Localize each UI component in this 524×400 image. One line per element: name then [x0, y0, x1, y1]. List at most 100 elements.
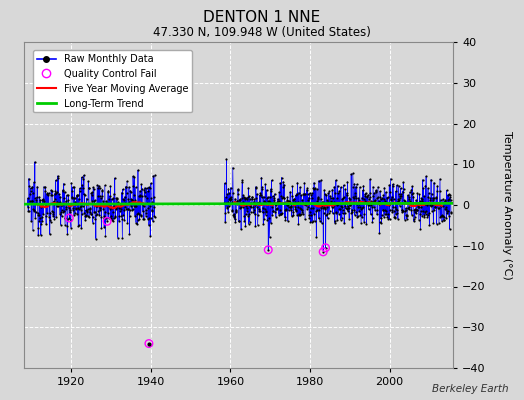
- Point: [116, 202, 125, 209]
- Point: [312, 233, 321, 240]
- Point: [331, 190, 340, 196]
- Point: [68, 194, 77, 200]
- Point: [221, 219, 230, 225]
- Point: [86, 210, 95, 217]
- Point: [223, 204, 231, 210]
- Point: [397, 190, 405, 197]
- Point: [337, 204, 346, 210]
- Point: [422, 199, 431, 206]
- Point: [295, 210, 303, 217]
- Point: [424, 212, 433, 218]
- Point: [376, 215, 385, 222]
- Point: [317, 205, 325, 211]
- Point: [392, 211, 400, 217]
- Point: [315, 206, 323, 213]
- Point: [82, 213, 90, 219]
- Point: [443, 210, 452, 216]
- Point: [102, 198, 111, 204]
- Point: [84, 213, 92, 220]
- Point: [438, 213, 446, 219]
- Point: [85, 184, 93, 191]
- Point: [224, 208, 232, 215]
- Point: [72, 201, 81, 208]
- Point: [295, 212, 303, 218]
- Point: [298, 206, 306, 213]
- Point: [366, 211, 375, 218]
- Point: [356, 184, 364, 190]
- Point: [327, 198, 335, 205]
- Point: [69, 205, 78, 211]
- Point: [148, 207, 156, 214]
- Point: [150, 214, 159, 220]
- Point: [250, 206, 258, 213]
- Point: [363, 193, 372, 200]
- Text: DENTON 1 NNE: DENTON 1 NNE: [203, 10, 321, 25]
- Point: [280, 195, 288, 201]
- Point: [285, 198, 293, 204]
- Point: [292, 190, 301, 197]
- Point: [232, 206, 241, 213]
- Point: [445, 212, 453, 219]
- Point: [344, 208, 352, 214]
- Point: [418, 196, 426, 203]
- Point: [270, 191, 279, 197]
- Point: [321, 204, 330, 211]
- Point: [73, 193, 81, 199]
- Point: [253, 191, 261, 197]
- Point: [247, 196, 256, 202]
- Point: [281, 200, 289, 206]
- Point: [265, 234, 274, 241]
- Point: [114, 199, 122, 205]
- Point: [411, 206, 419, 213]
- Point: [227, 198, 236, 205]
- Point: [253, 204, 261, 210]
- Point: [386, 189, 395, 196]
- Point: [143, 185, 151, 191]
- Point: [391, 204, 399, 211]
- Point: [85, 209, 94, 216]
- Point: [354, 195, 363, 201]
- Point: [67, 180, 75, 186]
- Point: [265, 215, 274, 221]
- Point: [418, 198, 427, 204]
- Point: [92, 203, 101, 209]
- Point: [66, 206, 74, 213]
- Point: [263, 187, 271, 193]
- Point: [288, 213, 296, 219]
- Point: [312, 208, 320, 214]
- Point: [374, 194, 382, 200]
- Point: [83, 208, 91, 215]
- Point: [69, 207, 77, 213]
- Point: [347, 171, 355, 177]
- Point: [381, 208, 390, 214]
- Point: [418, 213, 427, 219]
- Point: [377, 196, 385, 202]
- Point: [127, 197, 136, 204]
- Point: [264, 247, 272, 253]
- Point: [419, 208, 427, 214]
- Point: [408, 183, 417, 190]
- Point: [347, 210, 356, 216]
- Point: [75, 206, 83, 212]
- Point: [432, 194, 441, 200]
- Point: [310, 211, 318, 217]
- Point: [421, 182, 430, 189]
- Point: [410, 215, 418, 222]
- Point: [329, 195, 337, 201]
- Point: [234, 191, 243, 197]
- Point: [389, 183, 397, 189]
- Point: [60, 180, 68, 187]
- Point: [321, 206, 329, 212]
- Point: [443, 192, 452, 198]
- Point: [143, 200, 151, 206]
- Point: [118, 216, 126, 222]
- Point: [379, 192, 387, 199]
- Point: [230, 213, 238, 220]
- Point: [409, 193, 418, 200]
- Point: [302, 202, 310, 208]
- Point: [264, 247, 272, 253]
- Point: [241, 196, 249, 202]
- Point: [431, 204, 439, 210]
- Point: [423, 214, 432, 220]
- Point: [413, 190, 422, 196]
